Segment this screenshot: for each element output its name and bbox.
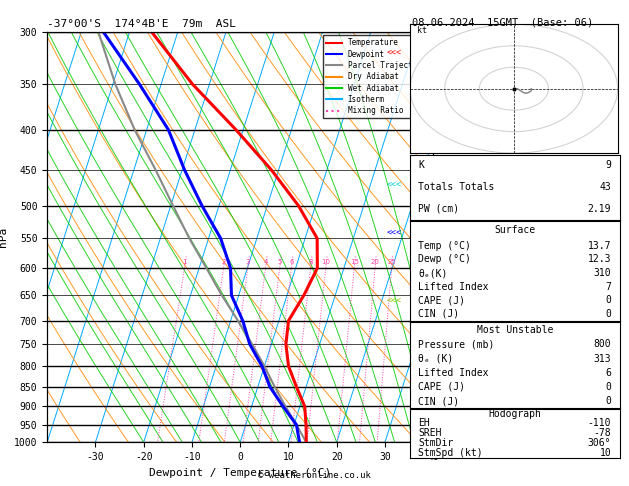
Text: LCL: LCL xyxy=(437,438,452,447)
Text: 0: 0 xyxy=(605,309,611,319)
Text: PW (cm): PW (cm) xyxy=(418,204,460,214)
Text: 800: 800 xyxy=(594,339,611,349)
Text: Temp (°C): Temp (°C) xyxy=(418,241,471,251)
Text: <<<: <<< xyxy=(387,297,402,306)
Text: EH: EH xyxy=(418,418,430,428)
Text: -110: -110 xyxy=(587,418,611,428)
Text: 6: 6 xyxy=(605,368,611,378)
Text: 12.3: 12.3 xyxy=(587,255,611,264)
Y-axis label: km
ASL: km ASL xyxy=(452,228,473,246)
Text: 25: 25 xyxy=(387,259,396,265)
Text: StmDir: StmDir xyxy=(418,438,454,448)
Y-axis label: hPa: hPa xyxy=(0,227,8,247)
Text: θₑ (K): θₑ (K) xyxy=(418,354,454,364)
Text: 310: 310 xyxy=(594,268,611,278)
Text: 43: 43 xyxy=(599,182,611,192)
Text: © weatheronline.co.uk: © weatheronline.co.uk xyxy=(258,471,371,480)
Text: 5: 5 xyxy=(278,259,282,265)
Text: SREH: SREH xyxy=(418,428,442,438)
X-axis label: Dewpoint / Temperature (°C): Dewpoint / Temperature (°C) xyxy=(149,468,331,478)
Text: Totals Totals: Totals Totals xyxy=(418,182,495,192)
Text: Lifted Index: Lifted Index xyxy=(418,282,489,292)
Text: Most Unstable: Most Unstable xyxy=(477,325,553,334)
Text: 08.06.2024  15GMT  (Base: 06): 08.06.2024 15GMT (Base: 06) xyxy=(412,17,593,27)
Text: 4: 4 xyxy=(264,259,268,265)
Text: 10: 10 xyxy=(321,259,330,265)
Text: Dewp (°C): Dewp (°C) xyxy=(418,255,471,264)
Text: 306°: 306° xyxy=(587,438,611,448)
Text: 13.7: 13.7 xyxy=(587,241,611,251)
Text: 0: 0 xyxy=(605,396,611,406)
Text: 9: 9 xyxy=(605,160,611,171)
Text: 2.19: 2.19 xyxy=(587,204,611,214)
Text: kt: kt xyxy=(417,26,427,35)
Text: Lifted Index: Lifted Index xyxy=(418,368,489,378)
Text: 10: 10 xyxy=(599,448,611,458)
Text: Surface: Surface xyxy=(494,225,535,235)
Text: CAPE (J): CAPE (J) xyxy=(418,382,465,392)
Text: K: K xyxy=(418,160,425,171)
Text: Hodograph: Hodograph xyxy=(488,409,542,418)
Text: 2: 2 xyxy=(221,259,226,265)
Text: 3: 3 xyxy=(246,259,250,265)
Text: <<<: <<< xyxy=(387,229,402,238)
Text: 1: 1 xyxy=(182,259,187,265)
Text: -37°00'S  174°4B'E  79m  ASL: -37°00'S 174°4B'E 79m ASL xyxy=(47,19,236,30)
Text: <<<: <<< xyxy=(387,180,402,189)
Text: 15: 15 xyxy=(350,259,359,265)
Text: 20: 20 xyxy=(371,259,380,265)
Text: 8: 8 xyxy=(309,259,313,265)
Text: 7: 7 xyxy=(605,282,611,292)
Text: <<<: <<< xyxy=(387,49,402,58)
Text: CIN (J): CIN (J) xyxy=(418,309,460,319)
Text: -78: -78 xyxy=(594,428,611,438)
Text: θₑ(K): θₑ(K) xyxy=(418,268,448,278)
Text: CAPE (J): CAPE (J) xyxy=(418,295,465,305)
Legend: Temperature, Dewpoint, Parcel Trajectory, Dry Adiabat, Wet Adiabat, Isotherm, Mi: Temperature, Dewpoint, Parcel Trajectory… xyxy=(323,35,430,118)
Text: Mixing Ratio (g/kg): Mixing Ratio (g/kg) xyxy=(460,199,469,294)
Text: 0: 0 xyxy=(605,382,611,392)
Text: 0: 0 xyxy=(605,295,611,305)
Text: Pressure (mb): Pressure (mb) xyxy=(418,339,495,349)
Text: StmSpd (kt): StmSpd (kt) xyxy=(418,448,483,458)
Text: 313: 313 xyxy=(594,354,611,364)
Text: 6: 6 xyxy=(289,259,294,265)
Text: CIN (J): CIN (J) xyxy=(418,396,460,406)
